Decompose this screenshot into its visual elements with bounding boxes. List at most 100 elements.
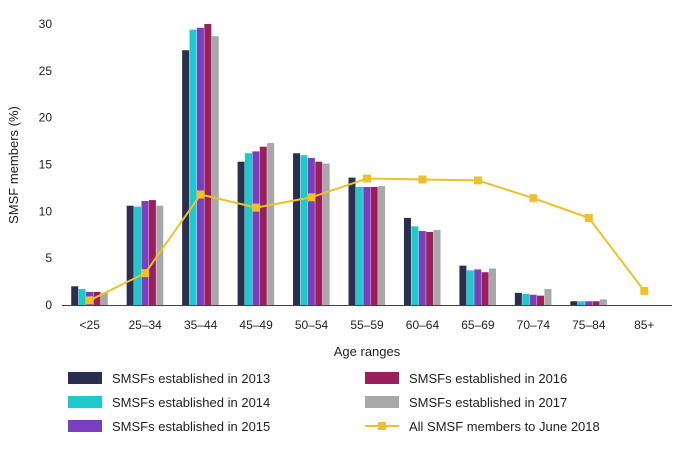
line-point [196,190,205,199]
bar [489,268,497,305]
bar [189,29,197,306]
legend-item: All SMSF members to June 2018 [365,419,600,434]
bars [71,24,607,306]
bar [126,205,134,305]
bar [293,153,301,305]
x-tick-label: 60–64 [406,318,440,332]
bar [426,231,434,305]
bar [134,206,142,305]
bar [522,293,530,305]
line-point [363,174,371,183]
y-axis-title: SMSF members (%) [6,106,21,224]
legend-marker [378,422,386,430]
line-point [307,193,316,202]
bar [459,265,467,305]
bar [244,153,252,305]
legend: SMSFs established in 2013 SMSFs establish… [68,371,600,434]
line-point [640,286,649,295]
y-tick-label: 10 [39,204,53,218]
bar [544,289,552,305]
x-tick-label: <25 [80,318,101,332]
line-point [473,176,482,185]
bar [592,301,600,305]
bar [418,231,426,305]
legend-item: SMSFs established in 2015 [68,419,270,434]
legend-item: SMSFs established in 2016 [365,371,567,386]
bar [474,269,482,305]
bar [78,289,86,305]
legend-label: SMSFs established in 2016 [409,371,567,386]
legend-swatch [68,372,102,384]
bar [300,155,308,305]
x-tick-label: 85+ [634,318,654,332]
x-axis-title: Age ranges [334,344,401,359]
bar [156,205,164,305]
bar [599,299,607,305]
y-axis: 0 5 10 15 20 25 30 [39,17,53,312]
x-tick-label: 65–69 [461,318,495,332]
y-tick-label: 0 [45,298,52,312]
bar [570,301,578,305]
bar [370,186,378,305]
line-point [252,203,261,212]
y-tick-label: 20 [39,111,53,125]
bar [378,186,386,305]
x-tick-label: 75–84 [572,318,606,332]
bar [411,226,419,305]
x-tick-label: 25–34 [128,318,162,332]
bar [204,24,212,305]
bar [252,151,260,305]
legend-item: SMSFs established in 2013 [68,371,270,386]
bar [529,294,537,305]
legend-item: SMSFs established in 2017 [365,395,567,410]
y-tick-label: 25 [39,64,53,78]
bar [307,157,315,305]
bar [259,146,267,305]
legend-label: SMSFs established in 2013 [112,371,270,386]
bar [363,186,371,305]
x-tick-label: 70–74 [517,318,551,332]
line-series [85,174,649,305]
bar [585,301,593,305]
bar [577,301,585,305]
y-tick-label: 15 [39,158,53,172]
bar [237,161,245,305]
bar [433,230,441,305]
bar [93,291,101,305]
bar [148,200,156,305]
bar [537,295,545,305]
legend-label: All SMSF members to June 2018 [409,419,600,434]
legend-label: SMSFs established in 2015 [112,419,270,434]
line-point [85,296,94,305]
bar [141,201,149,305]
bar [466,270,474,305]
x-tick-label: 55–59 [350,318,384,332]
legend-swatch [68,420,102,432]
legend-item: SMSFs established in 2014 [68,395,270,410]
legend-swatch [365,396,399,408]
bar [211,36,219,306]
bar [403,217,411,305]
line-point [584,213,593,222]
bar [71,286,79,305]
line-point [529,194,538,203]
y-tick-label: 5 [45,251,52,265]
x-axis: <25 25–34 35–44 45–49 50–54 55–59 60–64 65–69 70… [62,305,672,332]
bar [514,292,522,305]
bar [355,186,363,305]
bar [348,177,356,305]
bar [315,161,323,305]
x-tick-label: 45–49 [239,318,273,332]
bar [182,50,190,306]
legend-swatch [68,396,102,408]
legend-swatch [365,372,399,384]
bar [196,27,204,305]
legend-label: SMSFs established in 2017 [409,395,567,410]
legend-label: SMSFs established in 2014 [112,395,270,410]
y-tick-label: 30 [39,17,53,31]
bar [322,163,330,305]
line-point [141,269,150,278]
bar [100,292,108,305]
line-point [418,175,427,184]
